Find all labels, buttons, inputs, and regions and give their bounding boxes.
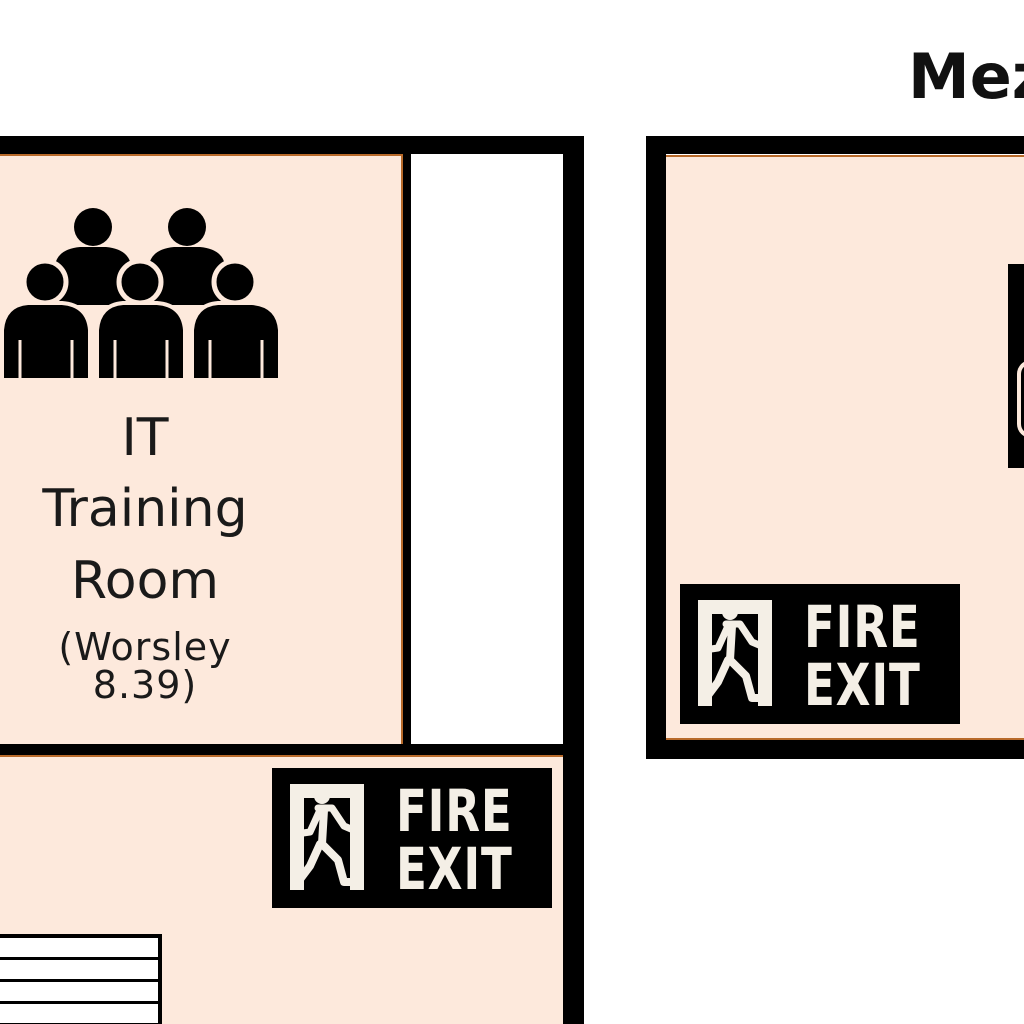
fire-exit-sign: FIRE EXIT: [272, 768, 552, 908]
fire-exit-line2: EXIT: [804, 651, 921, 719]
partial-sign-glyph: [1017, 360, 1024, 438]
room-name-line3: Room: [70, 551, 220, 611]
room-edge: [666, 738, 1024, 740]
partition-wall: [403, 154, 411, 746]
mezzanine-bottom-wall: [646, 740, 1024, 759]
room-edge: [666, 155, 1024, 157]
mezzanine-left-wall: [646, 136, 666, 759]
mezzanine-top-wall: [646, 136, 1024, 154]
group-of-people-icon: [0, 208, 282, 382]
fire-exit-line1: FIRE: [804, 593, 921, 661]
corridor-floor: [410, 154, 563, 744]
room-edge: [0, 755, 563, 757]
staircase: [0, 934, 162, 1024]
room-edge: [401, 154, 403, 744]
right-wall: [563, 136, 584, 1024]
top-wall: [0, 136, 584, 154]
room-edge: [0, 154, 404, 156]
middle-wall: [0, 744, 566, 755]
fire-exit-sign: FIRE EXIT: [680, 584, 960, 724]
fire-exit-line1: FIRE: [396, 777, 513, 845]
room-code: (Worsley 8.39): [58, 625, 232, 707]
running-man-door-icon: [692, 594, 778, 712]
fire-exit-line2: EXIT: [396, 835, 513, 903]
running-man-door-icon: [284, 778, 370, 896]
room-name-line2: Training: [42, 479, 248, 539]
room-name-line1: IT: [121, 408, 169, 468]
floor-heading: Mez: [908, 40, 1024, 113]
